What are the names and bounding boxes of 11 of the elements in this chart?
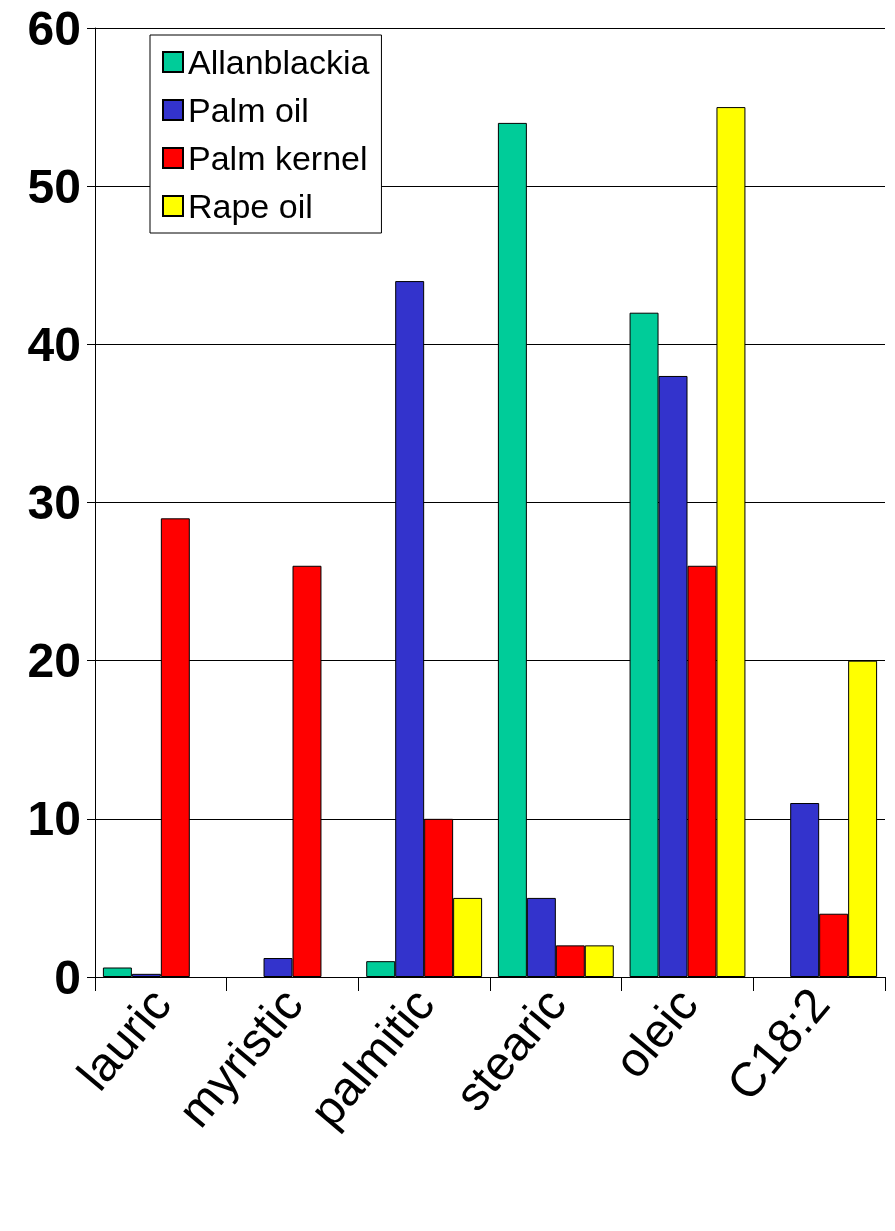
y-tick-label: 60 — [27, 1, 81, 55]
y-tick-label: 10 — [27, 792, 81, 846]
legend-label: Allanblackia — [188, 43, 370, 81]
y-tick-label: 20 — [27, 634, 81, 688]
legend-label: Palm kernel — [188, 139, 368, 177]
legend-label: Palm oil — [188, 91, 309, 129]
y-tick-label: 0 — [54, 950, 81, 1004]
legend-label: Rape oil — [188, 187, 313, 225]
y-tick-label: 30 — [27, 476, 81, 529]
y-tick-label: 40 — [27, 317, 81, 371]
y-tick-label: 50 — [27, 159, 81, 213]
